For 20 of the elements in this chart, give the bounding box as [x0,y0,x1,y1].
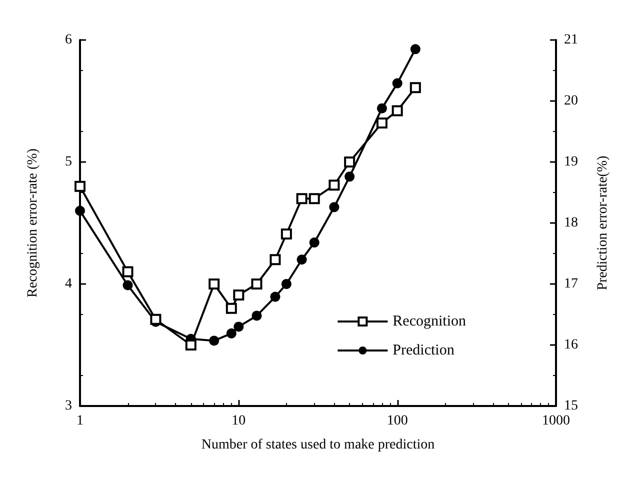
x-tick-label: 10 [232,414,246,428]
y2-tick-label: 20 [564,94,578,108]
y-tick-label: 5 [65,154,72,170]
y2-tick-label: 16 [564,338,578,352]
y2-tick-label: 17 [564,276,578,292]
x-tick-label: 1 [76,414,84,428]
y-tick-label: 6 [65,32,72,48]
legend-label: Recognition [392,314,466,330]
y2-axis-title: Prediction error-rate(%) [596,155,610,290]
y2-tick-label: 15 [564,398,578,414]
y2-tick-label: 19 [564,154,578,170]
y2-tick-label: 21 [564,32,578,48]
x-axis-title: Number of states used to make prediction [201,438,435,452]
y-tick-label: 4 [65,276,72,292]
x-tick-label: 100 [386,414,408,428]
y-tick-label: 3 [65,398,72,414]
legend-label: Prediction [392,342,455,358]
x-tick-label: 1000 [542,414,570,428]
y2-tick-label: 18 [564,216,578,230]
y-axis-title: Recognition error-rate (%) [26,148,40,298]
